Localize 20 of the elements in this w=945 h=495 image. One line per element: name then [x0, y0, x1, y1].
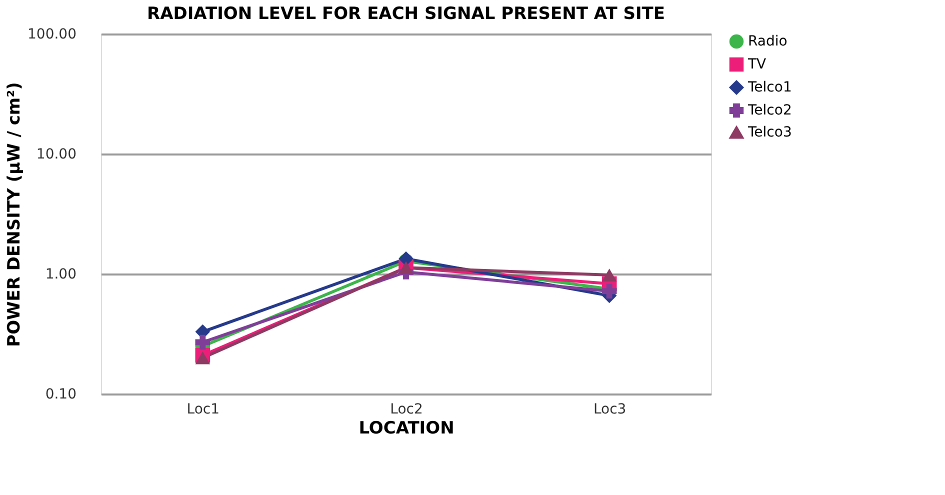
- legend-label: TV: [747, 56, 767, 72]
- legend-label: Telco2: [747, 102, 792, 118]
- y-tick-label: 100.00: [28, 26, 76, 42]
- point: [602, 284, 617, 299]
- chart-title: RADIATION LEVEL FOR EACH SIGNAL PRESENT AT SITE: [146, 4, 666, 24]
- y-tick-label: 10.00: [36, 146, 76, 162]
- y-axis-title: POWER DENSITY (µW / cm²): [4, 82, 25, 347]
- point: [398, 251, 414, 266]
- legend-label: Telco3: [747, 124, 792, 140]
- y-tick-label: 0.10: [45, 386, 76, 402]
- x-tick-label: Loc3: [593, 402, 626, 418]
- point: [602, 268, 617, 282]
- point: [195, 334, 210, 350]
- point: [195, 351, 210, 364]
- legend-label: Radio: [748, 34, 788, 50]
- x-axis-title: LOCATION: [358, 418, 454, 438]
- x-tick-label: Loc2: [390, 402, 423, 418]
- legend-label: Telco1: [747, 80, 792, 96]
- x-tick-label: Loc1: [186, 402, 220, 418]
- y-tick-label: 1.00: [45, 266, 76, 282]
